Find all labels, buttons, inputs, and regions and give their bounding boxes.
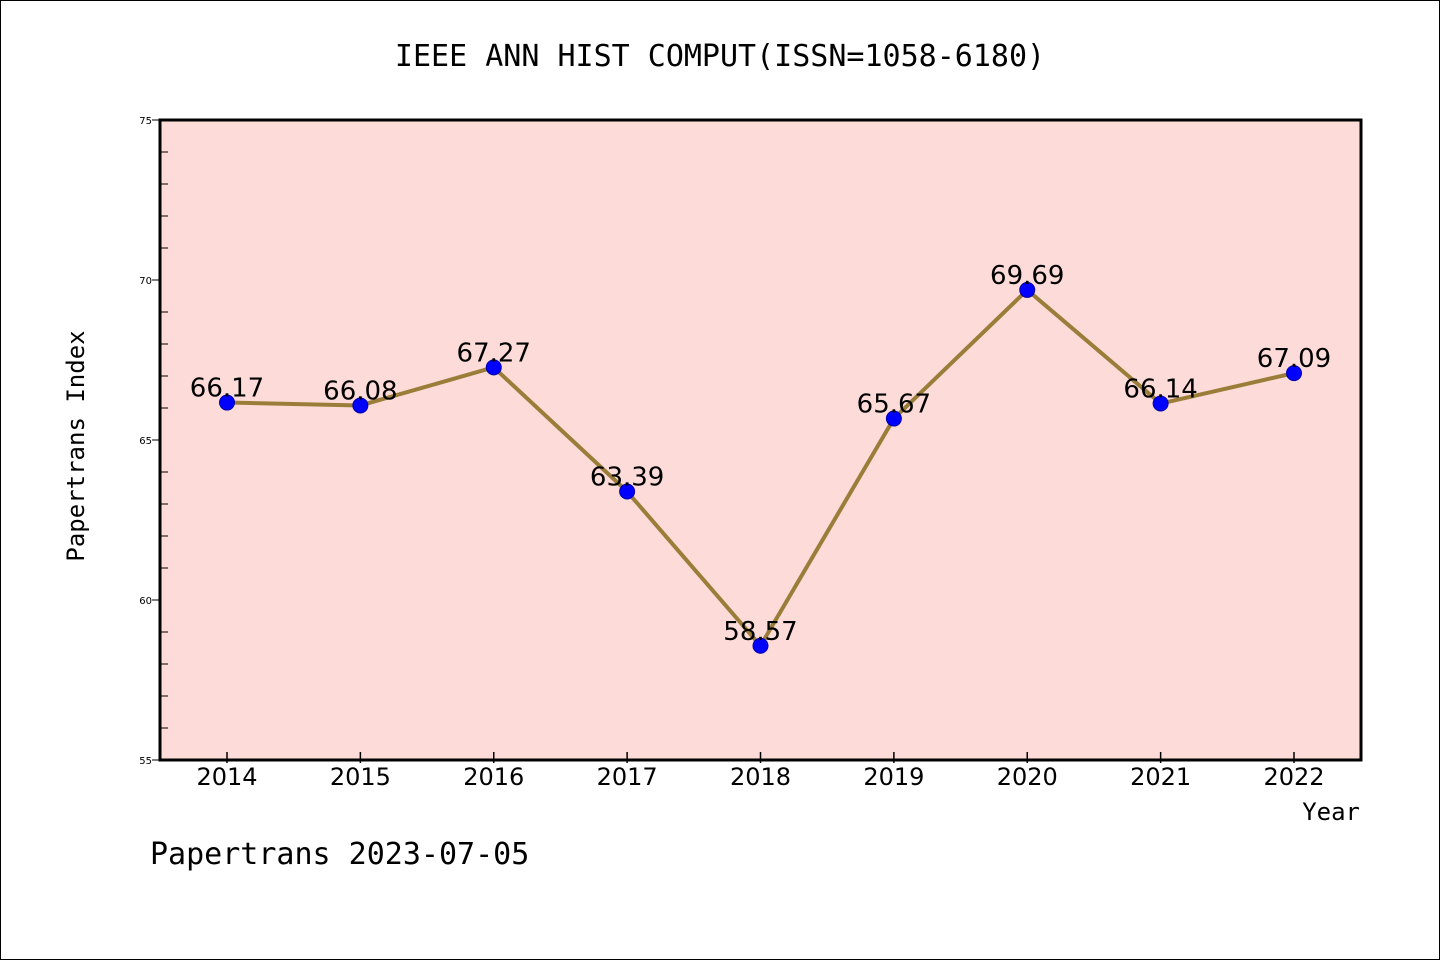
x-tick-label: 2016: [463, 763, 524, 791]
data-point: [1019, 281, 1036, 298]
x-tick-label: 2015: [330, 763, 391, 791]
data-point: [219, 394, 235, 411]
x-tick-label: 2018: [730, 763, 791, 791]
data-point: [1152, 395, 1169, 412]
data-point: [752, 637, 769, 654]
data-label: 63.39: [590, 463, 664, 493]
data-point: [1286, 365, 1302, 382]
y-axis-label: Papertrans Index: [62, 330, 90, 561]
y-axis-ticks: 55 60 65 70 75: [139, 116, 168, 767]
markers-group: [219, 281, 1302, 654]
data-point: [619, 483, 636, 500]
y-tick-label: 75: [139, 116, 152, 127]
x-tick-label: 2021: [1130, 763, 1191, 791]
y-tick-label: 55: [139, 756, 152, 767]
y-tick-label: 70: [139, 276, 152, 287]
data-point: [885, 410, 902, 427]
data-point: [485, 359, 502, 376]
data-label: 67.09: [1257, 344, 1331, 374]
footer-caption: Papertrans 2023-07-05: [150, 837, 529, 872]
x-tick-label: 2020: [997, 763, 1058, 791]
data-label: 66.17: [190, 374, 264, 404]
x-tick-label: 2017: [597, 763, 658, 791]
y-tick-label: 60: [139, 596, 152, 607]
data-label: 58.57: [723, 617, 797, 647]
data-label: 69.69: [990, 261, 1064, 291]
data-label: 67.27: [457, 338, 531, 368]
x-axis-ticks: 2014 2015 2016 2017 2018 2019 2020 2021 2022: [196, 752, 1325, 791]
chart-title: IEEE ANN HIST COMPUT(ISSN=1058-6180): [395, 39, 1045, 74]
data-point: [352, 397, 369, 414]
data-label: 65.67: [857, 390, 931, 420]
x-tick-label: 2019: [863, 763, 924, 791]
data-labels-group: 66.17 66.08 67.27 63.39 58.57 65.67 69.69 66.14…: [190, 261, 1331, 647]
y-tick-label: 65: [139, 436, 152, 447]
data-label: 66.08: [323, 376, 397, 406]
plot-area: [158, 118, 1363, 762]
x-axis-label: Year: [1302, 798, 1360, 826]
x-tick-label: 2022: [1263, 763, 1324, 791]
x-tick-label: 2014: [196, 763, 257, 791]
data-label: 66.14: [1123, 375, 1197, 405]
